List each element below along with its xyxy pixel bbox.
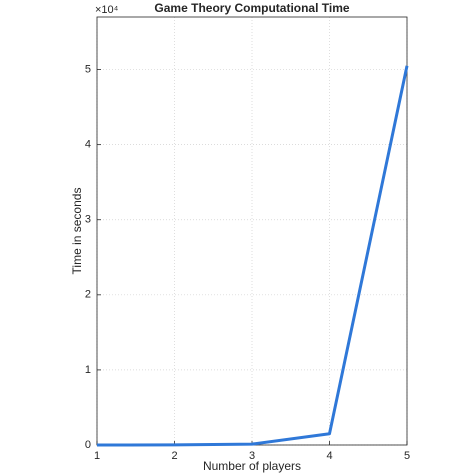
x-tick-label: 3 — [249, 450, 255, 462]
y-tick-label: 4 — [85, 139, 91, 151]
x-tick-label: 1 — [94, 450, 100, 462]
y-axis-label: Time in seconds — [70, 188, 84, 275]
x-axis-label: Number of players — [203, 459, 301, 473]
y-tick-label: 3 — [85, 214, 91, 226]
chart-title: Game Theory Computational Time — [154, 1, 349, 15]
x-tick-label: 5 — [404, 450, 410, 462]
y-tick-label: 1 — [85, 364, 91, 376]
y-tick-label: 2 — [85, 289, 91, 301]
y-exponent-label: ×10⁴ — [95, 4, 119, 16]
y-tick-label: 5 — [85, 63, 91, 75]
data-line — [96, 65, 409, 447]
x-tick-label: 4 — [326, 450, 332, 462]
x-tick-label: 2 — [171, 450, 177, 462]
y-tick-label: 0 — [85, 439, 91, 451]
